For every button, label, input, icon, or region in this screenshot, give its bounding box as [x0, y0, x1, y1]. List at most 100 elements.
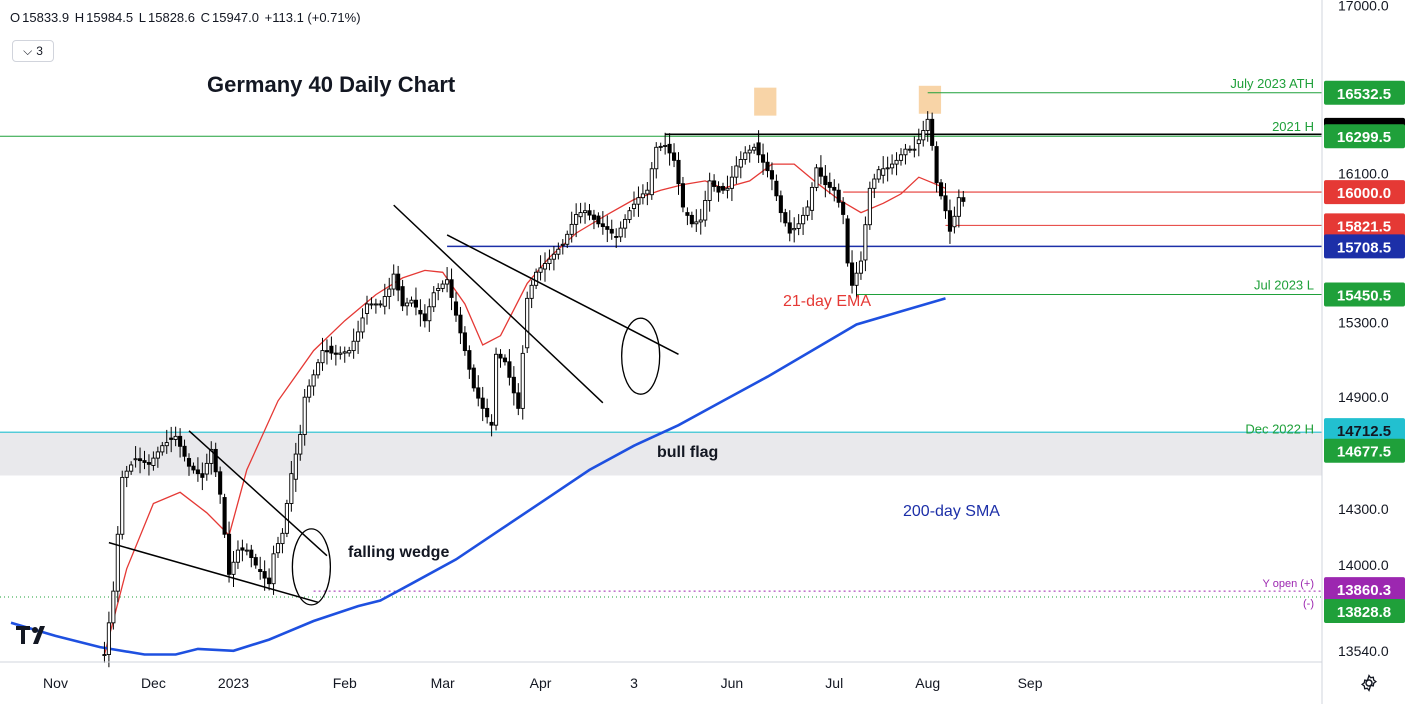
candle	[898, 148, 904, 166]
y-tick-label: 15300.0	[1338, 315, 1389, 331]
candle	[204, 453, 209, 481]
candle	[676, 152, 681, 195]
candle	[707, 172, 712, 212]
candle	[440, 280, 445, 293]
candle	[445, 267, 450, 293]
candle	[382, 283, 387, 315]
candle	[574, 203, 579, 238]
bull-flag-label: bull flag	[657, 444, 718, 461]
candle	[498, 349, 503, 368]
candle	[872, 173, 877, 199]
candle	[155, 446, 160, 468]
candle	[275, 536, 281, 558]
candle	[600, 211, 605, 235]
candle	[943, 183, 948, 219]
candle	[921, 120, 926, 147]
candle	[747, 144, 752, 163]
candle	[356, 320, 361, 354]
high-value: 15984.5	[86, 10, 134, 25]
candle	[956, 189, 961, 228]
price-badge-15821.5	[1324, 213, 1405, 238]
candle	[142, 450, 147, 470]
y-tick-label: 13540.0	[1338, 643, 1389, 659]
price-badge-text: 15708.5	[1337, 239, 1391, 256]
candle	[133, 446, 138, 468]
candle	[631, 191, 637, 217]
breakout-circle-2	[621, 317, 661, 395]
candle	[235, 540, 241, 569]
candle	[169, 426, 174, 453]
candle	[689, 211, 694, 228]
y-tick-label: 17000.0	[1338, 0, 1389, 14]
candle	[182, 439, 187, 462]
top-highlight-1	[754, 87, 777, 116]
candle	[596, 212, 601, 228]
candle	[850, 250, 855, 294]
candle	[422, 304, 427, 328]
candle	[249, 544, 254, 568]
candle	[164, 429, 169, 454]
candle	[391, 264, 396, 296]
candle	[609, 219, 614, 240]
candle	[453, 292, 459, 322]
price-badge-text: 16299.5	[1337, 129, 1391, 146]
candle	[271, 545, 276, 595]
candle	[694, 209, 699, 232]
candle	[551, 246, 556, 271]
candle	[756, 130, 761, 163]
candle	[146, 454, 152, 476]
candle	[881, 156, 886, 184]
candle	[845, 215, 850, 267]
candle	[458, 306, 463, 345]
candle	[640, 184, 645, 205]
candle	[262, 560, 267, 591]
x-tick-label: Jul	[825, 675, 843, 691]
candle	[387, 277, 392, 310]
candle	[195, 457, 200, 482]
candle	[431, 286, 436, 312]
level-label: Dec 2022 H	[1245, 422, 1314, 437]
candle	[400, 279, 405, 312]
price-badge-13828.8	[1324, 598, 1405, 623]
candle	[832, 179, 837, 202]
candle	[734, 156, 739, 184]
candle	[173, 426, 178, 447]
falling-wedge-label: falling wedge	[348, 544, 449, 561]
candle	[836, 183, 841, 208]
price-badge-14677.5	[1324, 438, 1405, 463]
candle	[471, 364, 476, 392]
ema-label: 21-day EMA	[783, 293, 871, 310]
candle	[111, 581, 116, 630]
candle	[226, 521, 232, 583]
settings-gear-icon[interactable]	[1358, 672, 1380, 694]
level-label: Jul 2023 L	[1254, 278, 1314, 293]
candle	[654, 142, 659, 179]
x-tick-label: Nov	[43, 675, 68, 691]
candle	[178, 428, 183, 458]
y-tick-label: 14900.0	[1338, 389, 1389, 405]
low-label: L	[138, 10, 146, 25]
candle	[115, 526, 120, 603]
candle	[436, 283, 441, 301]
y-tick-label: 14000.0	[1338, 557, 1389, 573]
candle	[324, 339, 330, 365]
candle	[507, 349, 512, 386]
candle	[627, 206, 632, 224]
candle	[378, 300, 383, 308]
candle	[587, 204, 592, 221]
candle	[636, 186, 641, 217]
candle	[680, 176, 685, 213]
candle	[858, 251, 863, 280]
indicators-toggle-button[interactable]: ⌵ 3	[12, 40, 54, 62]
candle	[516, 383, 521, 416]
candle	[298, 424, 303, 461]
x-tick-label: 3	[630, 675, 638, 691]
candle	[863, 216, 868, 272]
price-badge-text: 16532.5	[1337, 86, 1391, 103]
candle	[347, 346, 352, 357]
candle	[912, 136, 917, 158]
candle	[525, 291, 530, 354]
candle	[805, 200, 810, 221]
candle	[578, 202, 583, 224]
candle	[258, 556, 263, 580]
